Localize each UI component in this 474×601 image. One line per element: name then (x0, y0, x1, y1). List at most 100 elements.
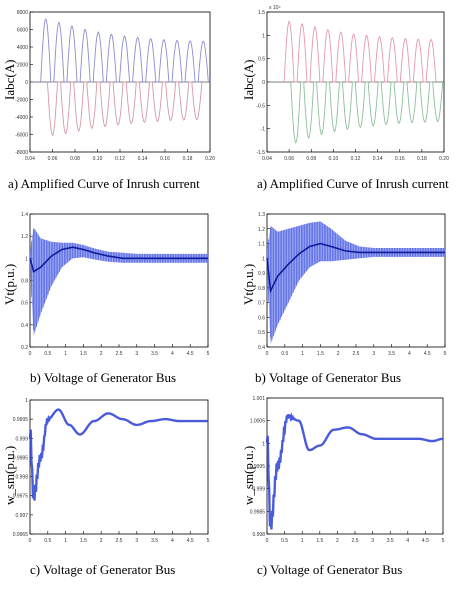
voltage-left-panel: 0 0.5 1 1.5 2 2.5 3 3.5 4 4.5 5 0.2 0.4 0.6 0.8 1 1.2 1.4… (0, 200, 237, 390)
x-tick-label: 0 (29, 538, 32, 544)
y-tick-label: 0.6 (21, 301, 28, 307)
x-tick-label: 3.5 (387, 538, 394, 544)
speed-left-ylabel: w_sm(p.u.) (2, 445, 17, 505)
x-tick-label: 4 (171, 538, 174, 544)
y-tick-label: 1 (262, 441, 265, 447)
y-tick-label: 1.3 (258, 212, 265, 218)
x-tick-label: 0.14 (138, 156, 148, 162)
x-tick-label: 2 (100, 351, 103, 357)
y-tick-label: 1 (262, 256, 265, 262)
series-1-line (40, 17, 209, 83)
inrush-right-panel: 0.04 0.06 0.08 0.10 0.12 0.14 0.16 0.18 0.20 -1.5… (237, 0, 474, 200)
series-2-line (46, 81, 203, 137)
x-tick-label: 0.04 (262, 156, 272, 162)
y-tick-label: 4000 (17, 45, 28, 51)
y-tick-label: -6000 (15, 133, 28, 139)
y-tick-label: 1.4 (21, 212, 28, 218)
y-tick-label: 0.7 (258, 301, 265, 307)
x-tick-label: 1 (301, 351, 304, 357)
inrush-left-chart: 0.04 0.06 0.08 0.10 0.12 0.14 0.16 0.18 0.20 -800… (15, 10, 215, 162)
y-tick-label: -1.5 (256, 150, 265, 156)
speed-left-chart: 0 0.5 1 1.5 2 2.5 3 3.5 4 4.5 5 0.9965 0.997 0.9975 0.… (13, 398, 210, 544)
speed-right-chart: 0 0.5 1 1.5 2 2.5 3 3.5 4 4.5 5 0.998 0.9985 0.999 0.9… (250, 396, 445, 544)
plot-frame (29, 399, 209, 535)
y-tick-label: 1.1 (258, 242, 265, 248)
y-tick-label: 1.001 (252, 396, 265, 402)
x-tick-label: 1.5 (80, 351, 87, 357)
y-tick-label: 1 (25, 398, 28, 404)
x-tick-label: 0.16 (395, 156, 405, 162)
series-2-line (290, 81, 444, 144)
x-tick-label: 3 (371, 538, 374, 544)
y-tick-label: 0.6 (258, 315, 265, 321)
y-tick-label: 0.997 (15, 513, 28, 519)
x-tick-label: 4.5 (187, 351, 194, 357)
voltage-left-chart: 0 0.5 1 1.5 2 2.5 3 3.5 4 4.5 5 0.2 0.4 0.6 0.8 1 1.2 1.4 (21, 212, 210, 357)
x-tick-label: 3.5 (388, 351, 395, 357)
y-tick-label: 0.4 (21, 323, 28, 329)
y-tick-label: 0.9995 (250, 464, 266, 470)
voltage-left-ylabel: Vt(p.u.) (2, 263, 17, 305)
x-tick-label: 0.08 (306, 156, 316, 162)
mean-trace (29, 246, 208, 273)
speed-right-panel: 0 0.5 1 1.5 2 2.5 3 3.5 4 4.5 5 0.998 0.9985 0.999 0.9… (237, 390, 474, 601)
y-tick-label: 0.9965 (13, 532, 29, 538)
y-tick-label: 1.0005 (250, 419, 266, 425)
speed-right-ylabel: w_sm(p.u.) (241, 445, 256, 505)
x-tick-label: 5 (207, 351, 210, 357)
y-tick-label: 0.8 (21, 279, 28, 285)
x-tick-label: 1.5 (317, 351, 324, 357)
x-tick-label: 0.10 (93, 156, 103, 162)
inrush-left-caption: a) Amplified Curve of Inrush current (8, 176, 200, 191)
exponent-label: x 10⁴ (269, 5, 281, 11)
x-tick-label: 4.5 (187, 538, 194, 544)
x-tick-label: 1 (64, 351, 67, 357)
x-tick-label: 0.14 (373, 156, 383, 162)
inrush-right-ylabel: Iabc(A) (241, 59, 256, 100)
inrush-right-caption: a) Amplified Curve of Inrush current (257, 176, 449, 191)
x-tick-label: 4 (406, 538, 409, 544)
mean-trace (266, 242, 445, 294)
speed-trace (265, 412, 443, 530)
x-tick-label: 5 (444, 351, 447, 357)
y-tick-label: -8000 (15, 150, 28, 156)
y-tick-label: 1 (262, 33, 265, 39)
y-tick-label: 1.5 (258, 10, 265, 16)
x-tick-label: 0.16 (160, 156, 170, 162)
x-tick-label: 1 (64, 538, 67, 544)
speed-left-caption: c) Voltage of Generator Bus (30, 562, 176, 577)
y-tick-label: 0.5 (258, 330, 265, 336)
speed-trace (28, 408, 208, 501)
speed-right-caption: c) Voltage of Generator Bus (257, 562, 403, 577)
x-tick-label: 2 (100, 538, 103, 544)
x-tick-label: 1.5 (316, 538, 323, 544)
speed-left-panel: 0 0.5 1 1.5 2 2.5 3 3.5 4 4.5 5 0.9965 0.997 0.9975 0.… (0, 390, 237, 601)
y-tick-label: 0.9975 (13, 494, 29, 500)
y-tick-label: 0.998 (252, 532, 265, 538)
x-tick-label: 2.5 (116, 351, 123, 357)
voltage-right-ylabel: Vt(p.u.) (241, 263, 256, 305)
y-tick-label: 6000 (17, 28, 28, 34)
y-tick-label: 1.2 (21, 234, 28, 240)
y-tick-label: 8000 (17, 10, 28, 16)
y-tick-label: 1 (25, 256, 28, 262)
x-tick-label: 3 (135, 351, 138, 357)
inrush-left-ylabel: Iabc(A) (2, 59, 17, 100)
x-tick-label: 0.5 (281, 538, 288, 544)
x-tick-label: 0.06 (284, 156, 294, 162)
y-tick-label: -0.5 (256, 103, 265, 109)
inrush-right-chart: 0.04 0.06 0.08 0.10 0.12 0.14 0.16 0.18 0.20 -1.5… (256, 5, 449, 162)
y-tick-label: -4000 (15, 115, 28, 121)
x-tick-label: 2.5 (352, 538, 359, 544)
x-tick-label: 0.12 (351, 156, 361, 162)
x-tick-label: 2.5 (116, 538, 123, 544)
x-tick-label: 0.08 (70, 156, 80, 162)
x-tick-label: 4 (408, 351, 411, 357)
y-tick-label: 2000 (17, 63, 28, 69)
y-tick-label: 0.9985 (13, 455, 29, 461)
x-tick-label: 2 (336, 538, 339, 544)
x-tick-label: 3.5 (151, 538, 158, 544)
y-tick-label: 0.999 (15, 436, 28, 442)
x-tick-label: 4.5 (422, 538, 429, 544)
x-tick-label: 1.5 (80, 538, 87, 544)
